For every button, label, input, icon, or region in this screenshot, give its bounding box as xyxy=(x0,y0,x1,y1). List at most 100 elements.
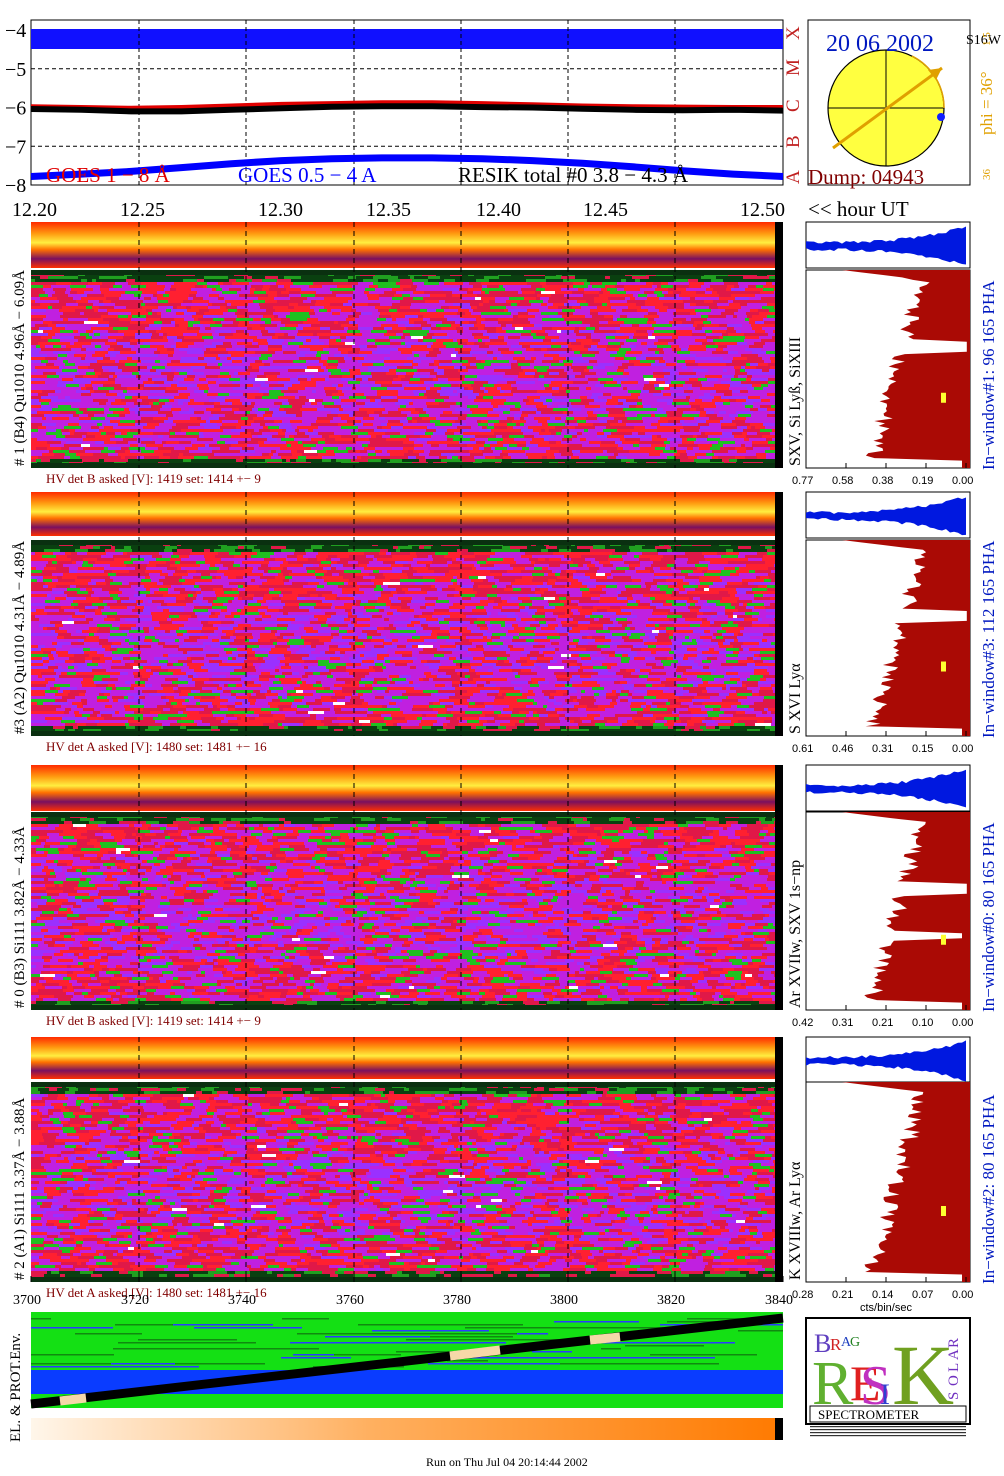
resik-logo: B R A G R E S I K S O L A R SPECTROMETER xyxy=(806,1318,970,1436)
pha-tick-label: 0.21 xyxy=(872,1017,893,1029)
logo-solar-o: O xyxy=(946,1375,962,1386)
pha-tick-label: 0.31 xyxy=(872,743,893,755)
spectrogram-cells xyxy=(31,540,783,735)
profile-strip xyxy=(31,222,783,268)
bin-tick-label: 3740 xyxy=(228,1293,256,1308)
pha-tick-label: 0.19 xyxy=(912,475,933,487)
detector-label: # 0 (B3) Si111 3.82Å − 4.33Å xyxy=(12,826,28,1008)
spectrogram-cells xyxy=(31,1082,783,1280)
pha-tick-label: 0.58 xyxy=(832,475,853,487)
goes-y-ticks: −4−5−6−7−8 xyxy=(5,20,26,197)
logo-solar-s: S xyxy=(946,1392,962,1400)
time-axis-ticks: 12.20 12.25 12.30 12.35 12.40 12.45 12.50 xyxy=(12,199,785,221)
time-tick-label: 12.40 xyxy=(476,199,521,221)
line-identification: S XVI Lyα xyxy=(787,663,804,734)
pha-histogram xyxy=(806,222,970,268)
pha-tick-label: 0.00 xyxy=(952,1017,973,1029)
detector-panel-3: # 2 (A1) Si111 3.37Å − 3.88Å K XVIIIw, Ar… xyxy=(12,1037,998,1301)
logo-fine-print xyxy=(810,1426,966,1436)
y-tick-label: −8 xyxy=(5,175,26,197)
spectrogram-cells xyxy=(31,270,783,468)
goes-class-letter: B xyxy=(783,135,804,148)
hv-status: HV det B asked [V]: 1419 set: 1414 +− 9 xyxy=(46,1013,261,1028)
pha-tick-label: 0.00 xyxy=(952,1289,973,1301)
spectrum-profile: 0.28 0.21 0.14 0.07 0.00 xyxy=(792,1082,973,1301)
time-tick-label: 12.25 xyxy=(120,199,165,221)
pha-unit-label: cts/bin/sec xyxy=(860,1302,912,1314)
spectrum-profile: 0.77 0.58 0.38 0.19 0.00 xyxy=(792,270,973,487)
line-identification: K XVIIIw, Ar Lyα xyxy=(787,1161,804,1280)
observation-date: 20 06 2002 xyxy=(826,31,934,57)
pha-tick-label: 0.07 xyxy=(912,1289,933,1301)
side-mark: 1.5 xyxy=(981,32,993,46)
edge-top xyxy=(31,812,783,817)
pha-tick-label: 0.15 xyxy=(912,743,933,755)
pha-tick-label: 0.28 xyxy=(792,1289,813,1301)
spectrum-profile: 0.42 0.31 0.21 0.10 0.00 xyxy=(792,812,973,1029)
in-window-label: In−window#2: 80 165 PHA xyxy=(979,1094,998,1284)
y-tick-label: −5 xyxy=(5,59,26,81)
env-track-segment-3 xyxy=(590,1337,620,1340)
legend-goes-long: GOES 1 − 8 Å xyxy=(46,163,171,187)
panel-right-edge xyxy=(775,765,783,1010)
detector-label: # 2 (A1) Si111 3.37Å − 3.88Å xyxy=(12,1097,28,1280)
edge-bottom xyxy=(31,463,783,468)
env-label: EL. & PROT.Env. xyxy=(8,1333,24,1442)
line-identification: Ar XVIIw, SXV 1s−np xyxy=(787,860,804,1008)
window-marker xyxy=(941,1206,946,1216)
pha-histogram xyxy=(806,765,970,811)
detector-label: #3 (A2) Qu1010 4.31Å − 4.89Å xyxy=(12,541,28,734)
panel-right-edge xyxy=(775,492,783,736)
edge-bottom xyxy=(31,731,783,736)
phi-label: phi = 36° xyxy=(977,71,996,135)
hv-status: HV det B asked [V]: 1419 set: 1414 +− 9 xyxy=(46,471,261,486)
pha-tick-label: 0.46 xyxy=(832,743,853,755)
pha-tick-label: 0.42 xyxy=(792,1017,813,1029)
logo-letter-g: G xyxy=(850,1335,860,1350)
edge-bottom xyxy=(31,1005,783,1010)
pha-tick-label: 0.00 xyxy=(952,743,973,755)
window-marker xyxy=(941,662,946,672)
goes-class-letter: A xyxy=(783,170,804,184)
side-value: 36 xyxy=(981,169,993,181)
window-marker xyxy=(941,393,946,403)
detector-panel-2: # 0 (B3) Si111 3.82Å − 4.33Å Ar XVIIw, SX… xyxy=(12,765,998,1029)
time-tick-label: 12.30 xyxy=(258,199,303,221)
panel-right-edge xyxy=(775,222,783,468)
sun-position-panel: 20 06 2002 S16W Dump: 04943 phi = 36° 36… xyxy=(808,20,1002,189)
in-window-label: In−window#0: 80 165 PHA xyxy=(979,822,998,1012)
logo-solar-l: L xyxy=(946,1363,962,1372)
y-tick-label: −6 xyxy=(5,98,26,120)
time-tick-label: 12.50 xyxy=(740,199,785,221)
goes-class-letter: C xyxy=(783,99,804,112)
profile-strip xyxy=(31,765,783,811)
saturation-band xyxy=(31,29,783,49)
bin-tick-label: 3820 xyxy=(657,1293,685,1308)
pha-tick-label: 0.38 xyxy=(872,475,893,487)
dump-number: Dump: 04943 xyxy=(808,165,924,189)
env-track-segment-1 xyxy=(60,1398,86,1401)
in-window-label: In−window#1: 96 165 PHA xyxy=(979,280,998,470)
logo-solar-a: A xyxy=(946,1349,962,1360)
line-identification: SXV, Si Lyß, SiXIII xyxy=(787,337,804,466)
panel-right-edge xyxy=(775,1037,783,1282)
bin-tick-label: 3760 xyxy=(336,1293,364,1308)
pha-tick-label: 0.10 xyxy=(912,1017,933,1029)
bin-tick-label: 3720 xyxy=(121,1293,149,1308)
time-tick-label: 12.35 xyxy=(366,199,411,221)
pha-tick-label: 0.00 xyxy=(952,475,973,487)
y-tick-label: −4 xyxy=(5,20,26,42)
spectrum-profile: 0.61 0.46 0.31 0.15 0.00 xyxy=(792,540,973,755)
pha-tick-label: 0.61 xyxy=(792,743,813,755)
pha-tick-label: 0.31 xyxy=(832,1017,853,1029)
edge-top xyxy=(31,1082,783,1087)
logo-solar-r: R xyxy=(946,1338,962,1348)
hv-status: HV det A asked [V]: 1480 set: 1481 +− 16 xyxy=(46,739,267,754)
bin-tick-label: 3700 xyxy=(13,1293,41,1308)
edge-bottom xyxy=(31,1277,783,1282)
pha-tick-label: 0.14 xyxy=(872,1289,893,1301)
pha-tick-label: 0.77 xyxy=(792,475,813,487)
